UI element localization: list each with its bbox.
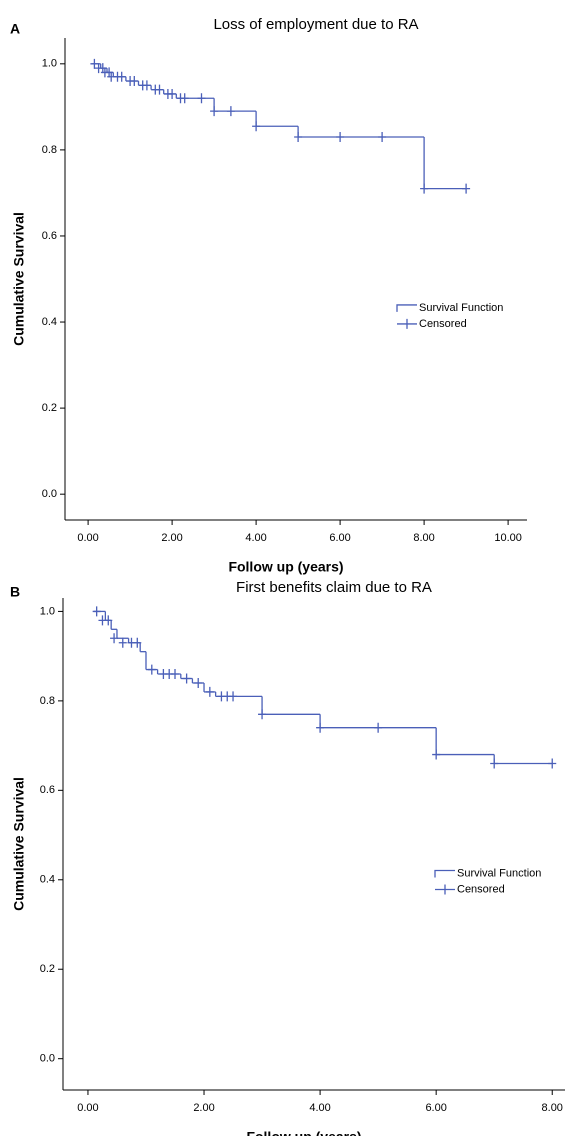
legend-swatch	[396, 304, 417, 312]
y-tick-label: 0.8	[42, 144, 57, 156]
censored-mark	[316, 722, 325, 733]
y-tick-label: 1.0	[42, 58, 57, 70]
legend-label: Survival Function	[419, 302, 503, 314]
y-axis-label: Cumulative Survival	[11, 777, 27, 911]
y-tick-label: 1.0	[40, 605, 55, 617]
y-tick-label: 0.4	[40, 874, 55, 886]
censored-mark	[118, 637, 127, 648]
censored-mark	[92, 606, 101, 617]
censored-mark	[258, 709, 267, 720]
legend-swatch	[435, 884, 455, 895]
y-tick-label: 0.2	[42, 402, 57, 414]
x-tick-label: 8.00	[413, 532, 434, 544]
legend-label: Censored	[457, 883, 505, 895]
censored-mark	[548, 758, 557, 769]
panel-label: A	[10, 21, 20, 37]
censored-mark	[180, 93, 189, 104]
x-tick-label: 6.00	[425, 1102, 446, 1114]
censored-mark	[229, 691, 238, 702]
censored-mark	[462, 183, 471, 194]
x-axis-label: Follow up (years)	[246, 1129, 361, 1136]
censored-mark	[98, 63, 107, 74]
censored-mark	[182, 673, 191, 684]
censored-mark	[490, 758, 499, 769]
censored-mark	[117, 71, 126, 82]
x-tick-label: 2.00	[161, 532, 182, 544]
x-tick-label: 2.00	[193, 1102, 214, 1114]
censored-mark	[210, 106, 219, 117]
y-tick-label: 0.0	[40, 1053, 55, 1065]
censored-mark	[110, 633, 119, 644]
x-axis-label: Follow up (years)	[228, 559, 343, 575]
censored-mark	[205, 686, 214, 697]
censored-mark	[90, 58, 99, 69]
legend-label: Survival Function	[457, 867, 541, 879]
censored-mark	[197, 93, 206, 104]
censored-mark	[130, 76, 139, 87]
y-tick-label: 0.2	[40, 963, 55, 975]
censored-mark	[336, 131, 345, 142]
censored-mark	[226, 106, 235, 117]
censored-mark	[252, 121, 261, 132]
censored-mark	[168, 88, 177, 99]
x-tick-label: 8.00	[542, 1102, 563, 1114]
censored-mark	[378, 131, 387, 142]
legend-label: Censored	[419, 318, 467, 330]
censored-mark	[374, 722, 383, 733]
y-tick-label: 0.6	[40, 784, 55, 796]
legend-swatch	[397, 318, 417, 329]
y-tick-label: 0.8	[40, 695, 55, 707]
x-tick-label: 6.00	[329, 532, 350, 544]
x-tick-label: 4.00	[245, 532, 266, 544]
censored-mark	[194, 677, 203, 688]
y-axis-label: Cumulative Survival	[11, 212, 27, 346]
censored-mark	[105, 67, 114, 78]
censored-mark	[432, 749, 441, 760]
y-tick-label: 0.4	[42, 316, 57, 328]
x-tick-label: 0.00	[77, 532, 98, 544]
y-tick-label: 0.0	[42, 488, 57, 500]
y-tick-label: 0.6	[42, 230, 57, 242]
censored-mark	[133, 637, 142, 648]
panel-label: B	[10, 584, 20, 600]
legend-swatch	[434, 869, 455, 878]
censored-mark	[294, 131, 303, 142]
censored-mark	[142, 80, 151, 91]
censored-mark	[147, 664, 156, 675]
censored-mark	[155, 84, 164, 95]
chart-title: Loss of employment due to RA	[213, 16, 418, 33]
x-tick-label: 4.00	[309, 1102, 330, 1114]
chart-title: First benefits claim due to RA	[236, 579, 432, 596]
x-tick-label: 10.00	[494, 532, 522, 544]
censored-mark	[420, 183, 429, 194]
x-tick-label: 0.00	[77, 1102, 98, 1114]
censored-mark	[104, 615, 113, 626]
censored-mark	[171, 669, 180, 680]
